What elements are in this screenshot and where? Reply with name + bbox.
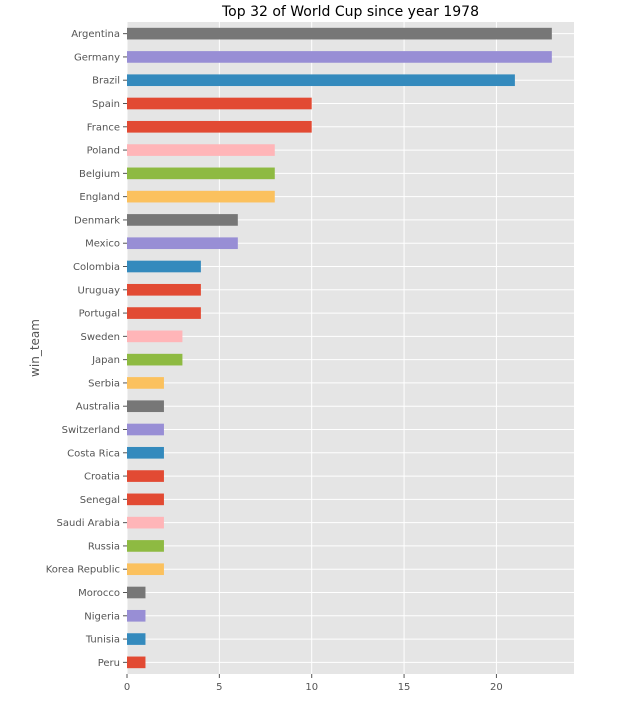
y-tick-label: Senegal: [80, 495, 120, 506]
plot-area: [127, 22, 574, 674]
y-tick-label: England: [79, 192, 120, 203]
bar-mexico: [127, 237, 238, 250]
bars: [127, 27, 552, 669]
bar-japan: [127, 353, 183, 366]
bar-uruguay: [127, 283, 201, 296]
x-tick-label: 0: [124, 682, 130, 693]
x-tick-label: 20: [490, 682, 503, 693]
bar-senegal: [127, 493, 164, 506]
bar-germany: [127, 51, 552, 63]
bar-portugal: [127, 307, 201, 319]
y-tick-label: Saudi Arabia: [57, 518, 120, 529]
y-tick-label: Poland: [87, 146, 120, 157]
bar-costa-rica: [127, 446, 164, 459]
bar-morocco: [127, 586, 146, 599]
y-tick-labels: Argentina Germany Brazil Spain France Poland B…: [46, 29, 127, 669]
bar-peru: [127, 656, 146, 669]
y-tick-label: Serbia: [88, 378, 120, 389]
bar-argentina: [127, 27, 552, 40]
bar-france: [127, 120, 312, 133]
y-tick-label: Switzerland: [62, 425, 120, 436]
bar-colombia: [127, 260, 201, 273]
y-tick-label: Belgium: [79, 169, 120, 180]
y-tick-label: Uruguay: [78, 285, 121, 296]
bar-nigeria: [127, 609, 146, 622]
bar-croatia: [127, 470, 164, 482]
y-tick-label: Morocco: [78, 588, 120, 599]
y-tick-label: Japan: [91, 355, 120, 366]
bar-sweden: [127, 330, 183, 343]
y-tick-label: Denmark: [74, 215, 120, 226]
y-axis-label: win_team: [28, 319, 42, 377]
y-tick-label: Australia: [76, 402, 120, 413]
bar-saudi-arabia: [127, 516, 164, 529]
bar-russia: [127, 540, 164, 552]
y-tick-label: Argentina: [71, 29, 120, 40]
x-tick-label: 5: [216, 682, 222, 693]
bar-australia: [127, 400, 164, 413]
chart-title: Top 32 of World Cup since year 1978: [221, 4, 479, 20]
y-tick-label: Tunisia: [85, 635, 120, 646]
bar-denmark: [127, 214, 238, 226]
y-tick-label: Mexico: [85, 239, 120, 250]
y-tick-label: Colombia: [73, 262, 120, 273]
y-tick-label: Sweden: [80, 332, 120, 343]
x-tick-labels: 0 5 10 15 20: [124, 674, 503, 693]
bar-spain: [127, 97, 312, 110]
y-tick-label: Germany: [74, 52, 120, 63]
y-tick-label: Russia: [88, 541, 120, 552]
bar-brazil: [127, 74, 515, 87]
bar-switzerland: [127, 423, 164, 436]
x-tick-label: 10: [305, 682, 318, 693]
y-tick-label: France: [87, 122, 120, 133]
bar-poland: [127, 144, 275, 156]
y-tick-label: Costa Rica: [67, 448, 120, 459]
bar-serbia: [127, 377, 164, 389]
y-tick-label: Brazil: [92, 76, 120, 87]
y-tick-label: Peru: [98, 658, 120, 669]
x-tick-label: 15: [398, 682, 411, 693]
y-tick-label: Croatia: [84, 472, 120, 483]
y-tick-label: Nigeria: [84, 611, 120, 622]
y-tick-label: Korea Republic: [46, 565, 120, 576]
bar-england: [127, 190, 275, 203]
bar-tunisia: [127, 633, 146, 645]
y-tick-label: Spain: [92, 99, 120, 110]
bar-korea-republic: [127, 563, 164, 576]
bar-belgium: [127, 167, 275, 180]
y-tick-label: Portugal: [79, 309, 120, 320]
